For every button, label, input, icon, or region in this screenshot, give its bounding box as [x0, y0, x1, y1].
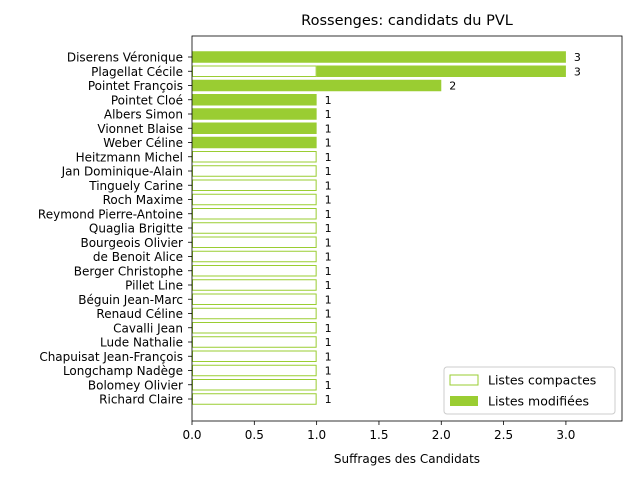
x-tick-label: 0.0 — [182, 428, 201, 442]
bar-listes-compactes — [192, 336, 317, 348]
bar-listes-compactes — [192, 222, 317, 234]
bar-listes-modifiees — [192, 51, 566, 63]
y-tick-label: Bourgeois Olivier — [80, 236, 183, 250]
bar-listes-modifiees — [192, 108, 317, 120]
plot-frame — [191, 35, 623, 422]
bar-value-label: 1 — [325, 379, 332, 392]
x-tick-label: 0.5 — [245, 428, 264, 442]
bar-listes-compactes — [192, 250, 317, 263]
y-tick-label: Cavalli Jean — [113, 321, 183, 335]
bar-listes-compactes — [192, 307, 317, 320]
legend: Listes compactes Listes modifiées — [443, 366, 616, 415]
y-tick-label: Pillet Line — [125, 279, 183, 293]
bar-listes-compactes — [192, 193, 317, 206]
y-tick-label: Lude Nathalie — [100, 336, 183, 350]
bar-listes-compactes — [192, 322, 317, 334]
bar-value-label: 1 — [325, 236, 332, 249]
y-tick-label: Richard Claire — [99, 393, 183, 407]
bar-listes-modifiees — [192, 136, 317, 149]
y-tick-label: Quaglia Brigitte — [89, 222, 183, 236]
y-tick-label: Plagellat Cécile — [91, 65, 183, 79]
chart-title: Rossenges: candidats du PVL — [301, 13, 513, 29]
y-tick-label: Weber Céline — [103, 136, 183, 150]
y-tick-label: Jan Dominique-Alain — [61, 165, 183, 179]
bar-value-label: 1 — [325, 365, 332, 378]
y-tick-label: Tinguely Carine — [88, 179, 183, 193]
y-tick-label: de Benoit Alice — [93, 250, 183, 264]
bar-value-label: 1 — [325, 151, 332, 164]
axes-frame — [191, 35, 623, 422]
bar-listes-compactes — [192, 151, 317, 163]
bar-listes-compactes — [192, 236, 317, 248]
legend-label: Listes compactes — [488, 373, 596, 388]
legend-swatch-compactes — [449, 374, 479, 386]
bar-listes-compactes — [192, 379, 317, 391]
bar-listes-compactes — [192, 208, 317, 220]
y-tick-label: Longchamp Nadège — [63, 364, 183, 378]
bar-listes-compactes — [192, 393, 317, 405]
y-tick-label: Bolomey Olivier — [88, 378, 183, 392]
bar-listes-compactes — [192, 364, 317, 377]
bar-value-label: 1 — [325, 179, 332, 192]
bar-listes-compactes — [192, 165, 317, 177]
bar-value-label: 1 — [325, 350, 332, 363]
bar-value-label: 1 — [325, 393, 332, 406]
bar-value-label: 3 — [574, 51, 581, 64]
x-tick-label: 3.0 — [556, 428, 575, 442]
bar-value-label: 1 — [325, 194, 332, 207]
y-tick-label: Vionnet Blaise — [97, 122, 183, 136]
y-tick-label: Béguin Jean-Marc — [78, 293, 183, 307]
legend-label: Listes modifiées — [488, 394, 589, 409]
bar-listes-compactes — [192, 293, 317, 305]
bar-listes-compactes — [192, 265, 317, 277]
bar-value-label: 1 — [325, 251, 332, 264]
bar-listes-compactes — [192, 350, 317, 362]
y-tick-label: Renaud Céline — [96, 307, 183, 321]
x-tick-label: 1.5 — [369, 428, 388, 442]
bar-value-label: 2 — [449, 80, 456, 93]
bar-value-label: 1 — [325, 265, 332, 278]
bar-value-label: 1 — [325, 222, 332, 235]
bar-value-label: 1 — [325, 137, 332, 150]
y-tick-label: Albers Simon — [104, 108, 183, 122]
y-tick-label: Berger Christophe — [74, 264, 183, 278]
bar-listes-modifiees — [316, 65, 566, 77]
y-tick-label: Heitzmann Michel — [76, 150, 183, 164]
x-tick-label: 2.5 — [494, 428, 513, 442]
y-tick-label: Pointet François — [88, 79, 183, 93]
bar-value-label: 1 — [325, 293, 332, 306]
x-axis-ticks: 0.0 0.5 1.0 1.5 2.0 2.5 3.0 — [182, 421, 575, 442]
bar-value-label: 1 — [325, 208, 332, 221]
y-tick-label: Chapuisat Jean-François — [39, 350, 183, 364]
x-tick-label: 1.0 — [307, 428, 326, 442]
bar-value-label: 1 — [325, 108, 332, 121]
y-tick-label: Pointet Cloé — [111, 93, 183, 107]
bars-group — [192, 51, 566, 405]
bar-listes-modifiees — [192, 122, 317, 134]
legend-swatch-modifiees — [450, 396, 478, 406]
bar-listes-modifiees — [192, 94, 317, 106]
bar-value-label: 1 — [325, 322, 332, 335]
y-tick-label: Reymond Pierre-Antoine — [38, 207, 183, 221]
x-axis-label: Suffrages des Candidats — [334, 452, 480, 466]
y-tick-label: Diserens Véronique — [67, 51, 183, 65]
bar-value-label: 1 — [325, 279, 332, 292]
bar-value-label: 1 — [325, 165, 332, 178]
bar-value-label: 1 — [325, 336, 332, 349]
bar-listes-compactes — [192, 179, 317, 191]
bar-value-label: 1 — [325, 122, 332, 135]
bar-listes-modifiees — [192, 79, 442, 92]
bar-value-label: 3 — [574, 65, 581, 78]
x-tick-label: 2.0 — [432, 428, 451, 442]
bar-value-label: 1 — [325, 308, 332, 321]
bar-value-label: 1 — [325, 94, 332, 107]
legend-box — [443, 366, 616, 415]
bar-listes-compactes — [192, 65, 317, 77]
y-tick-label: Roch Maxime — [103, 193, 183, 207]
bar-listes-compactes — [192, 279, 317, 291]
